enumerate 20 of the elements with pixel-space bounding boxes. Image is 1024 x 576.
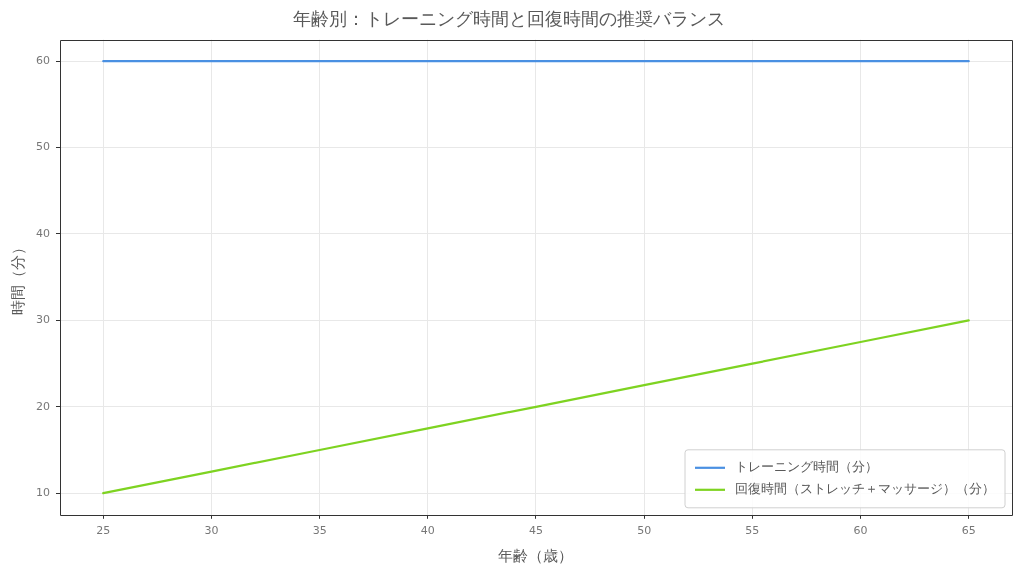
- x-tick-label: 65: [961, 524, 976, 538]
- legend-label: 回復時間（ストレッチ＋マッサージ）（分）: [735, 481, 995, 497]
- y-tick-label: 40: [36, 226, 50, 240]
- legend-label: トレーニング時間（分）: [735, 459, 878, 475]
- x-tick-label: 45: [529, 524, 543, 538]
- x-tick-label: 40: [420, 524, 435, 538]
- y-tick-label: 50: [36, 140, 50, 154]
- x-tick-label: 35: [312, 524, 327, 538]
- x-axis-title: 年齢（歳）: [498, 546, 574, 565]
- x-tick-label: 30: [204, 524, 219, 538]
- y-tick-label: 20: [36, 399, 50, 413]
- y-tick-label: 30: [36, 313, 50, 327]
- y-axis-title: 時間（分）: [8, 239, 27, 315]
- x-tick-label: 25: [96, 524, 111, 538]
- y-tick-label: 10: [36, 486, 50, 500]
- x-tick-label: 50: [637, 524, 652, 538]
- x-tick-label: 60: [853, 524, 868, 538]
- x-tick-label: 55: [745, 524, 760, 538]
- y-tick-label: 60: [36, 54, 50, 68]
- chart-title: 年齢別：トレーニング時間と回復時間の推奨バランス: [293, 8, 725, 30]
